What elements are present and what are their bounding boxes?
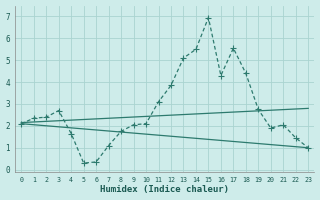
X-axis label: Humidex (Indice chaleur): Humidex (Indice chaleur) [100,185,229,194]
